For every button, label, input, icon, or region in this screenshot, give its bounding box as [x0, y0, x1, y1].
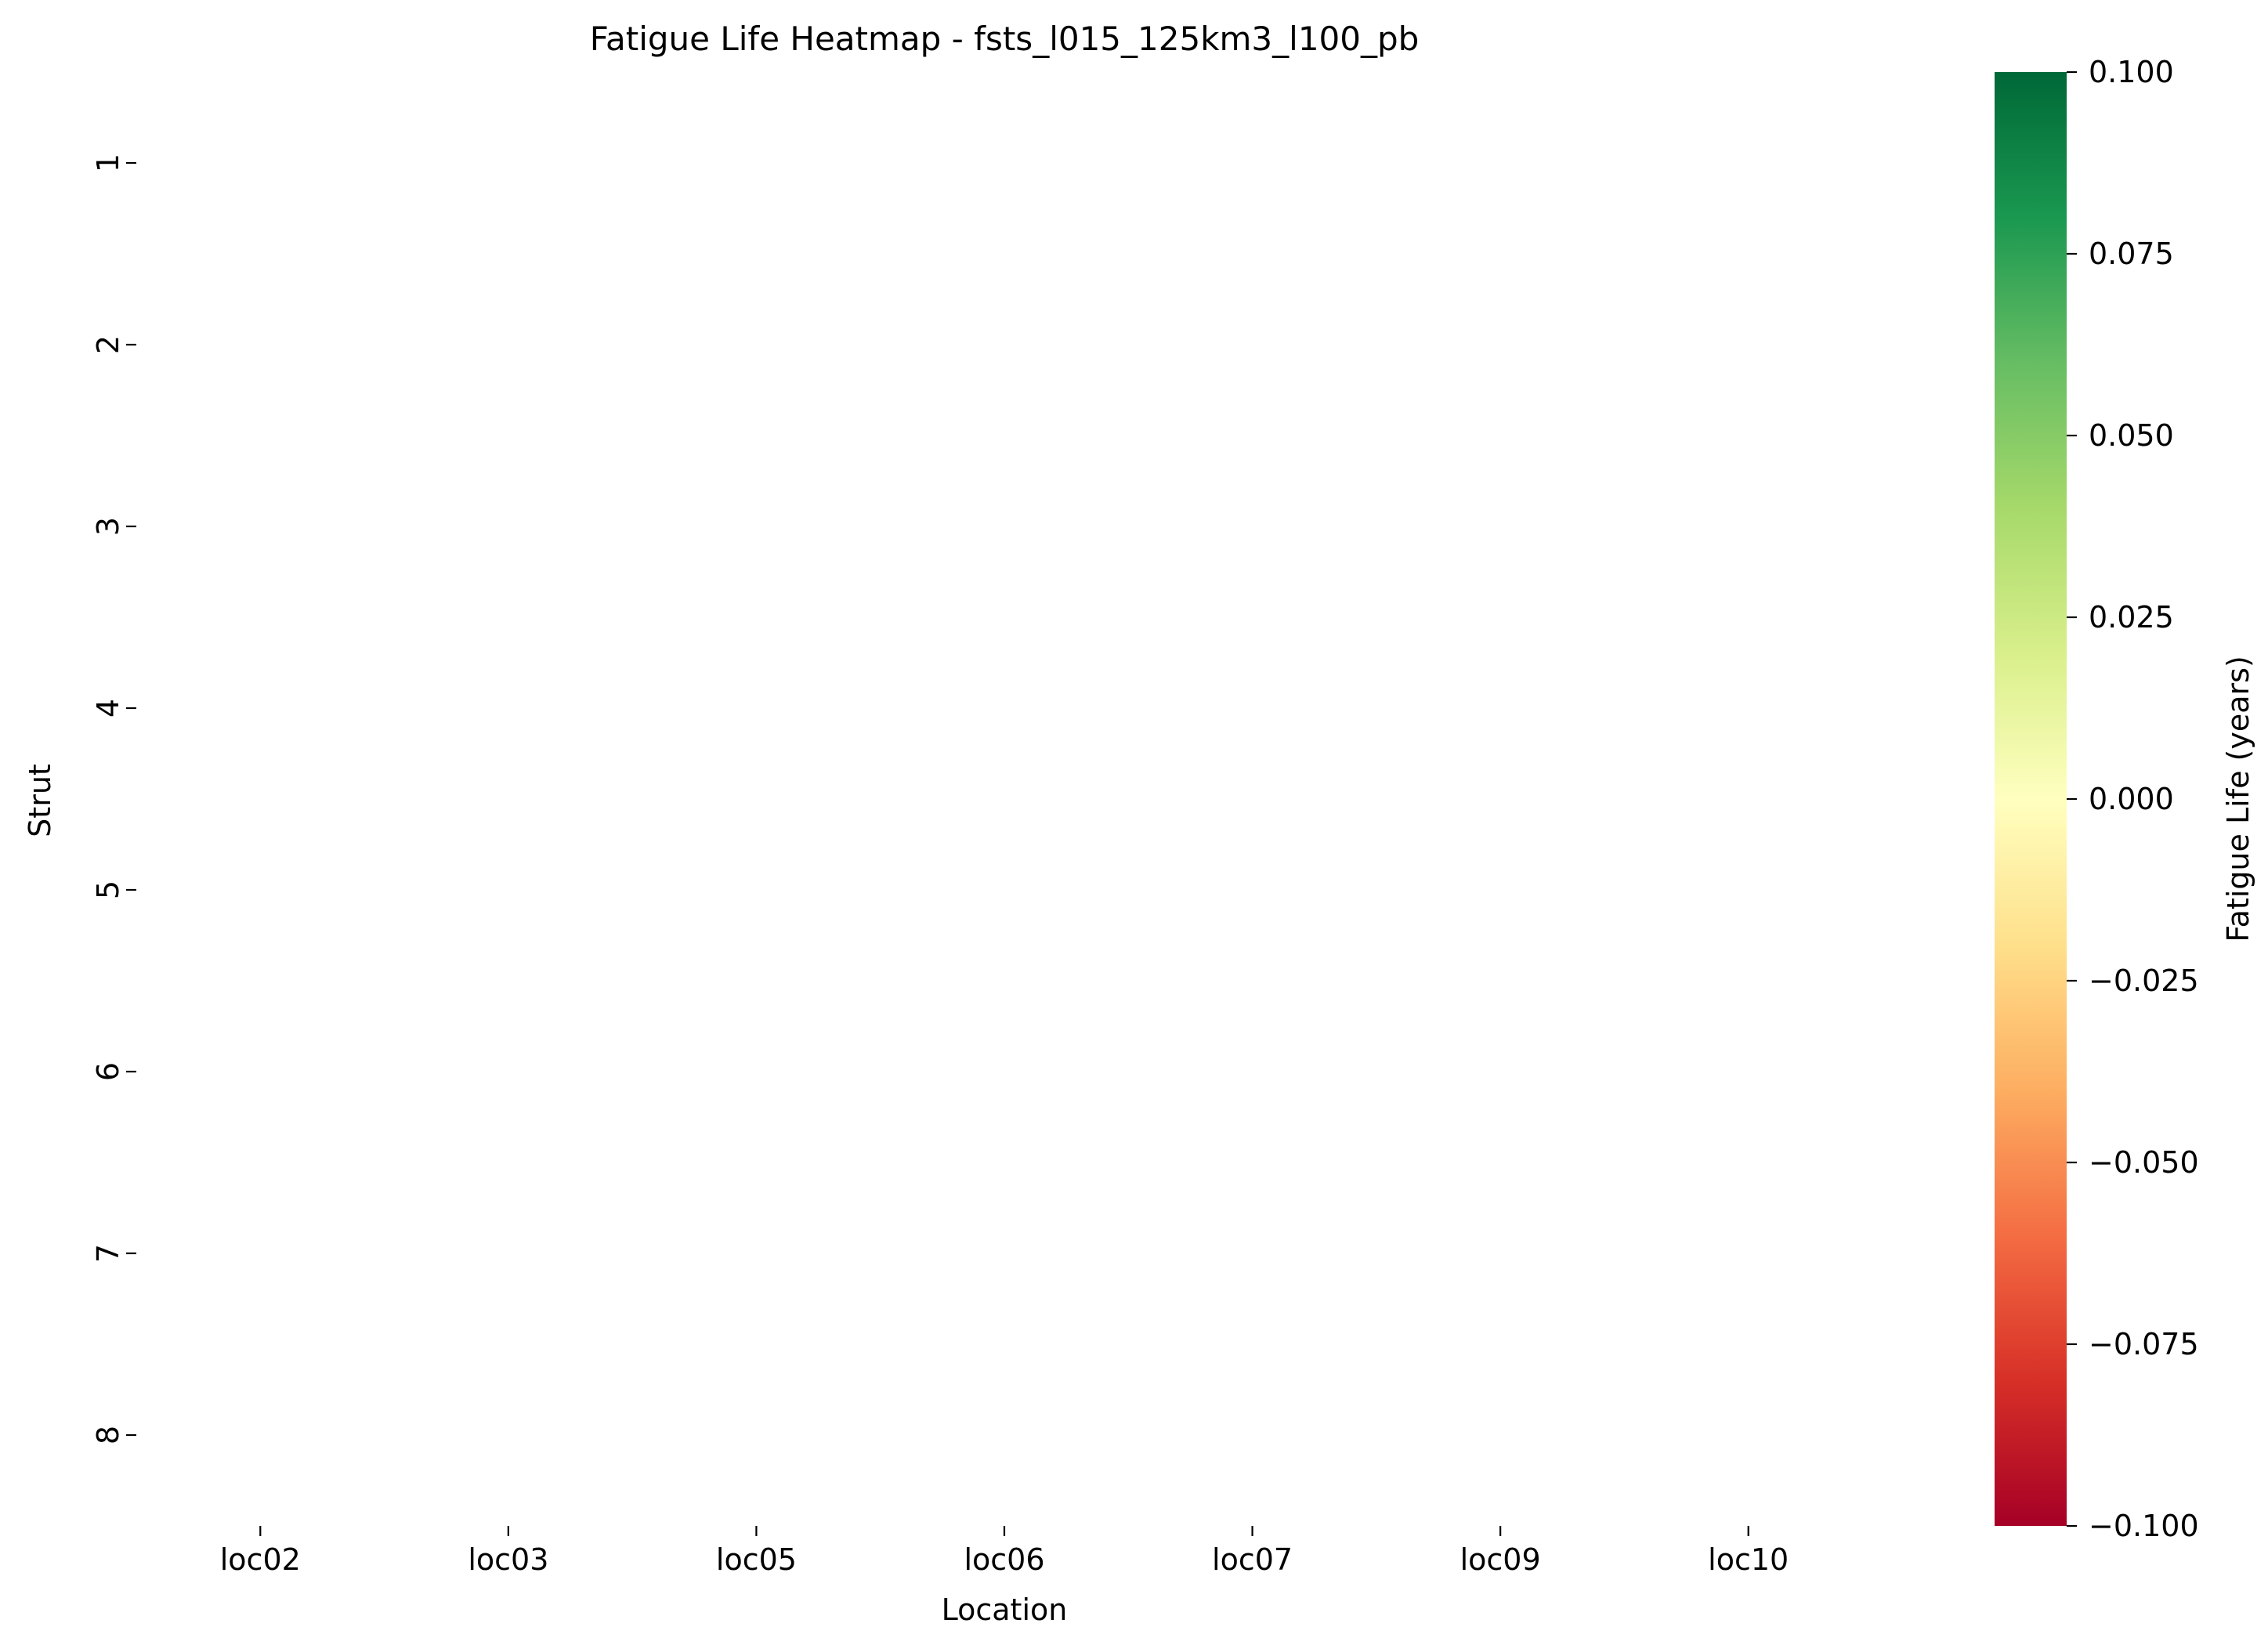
colorbar-tick-label: −0.025	[2089, 964, 2199, 998]
colorbar-label: Fatigue Life (years)	[2221, 656, 2255, 942]
y-tick-label: 4	[91, 699, 125, 718]
y-tick-label: 6	[91, 1062, 125, 1081]
chart-title: Fatigue Life Heatmap - fsts_l015_125km3_…	[590, 20, 1420, 58]
colorbar-ticks: 0.100 0.075 0.050 0.025 0.000 −0.025 −0.050 −0.…	[2067, 55, 2199, 1543]
colorbar-tick-label: −0.075	[2089, 1327, 2199, 1361]
y-axis-label: Strut	[23, 764, 57, 837]
colorbar: 0.100 0.075 0.050 0.025 0.000 −0.025 −0.050 −0.…	[1995, 55, 2255, 1543]
colorbar-tick-label: −0.100	[2089, 1509, 2199, 1543]
colorbar-gradient	[1995, 72, 2067, 1526]
y-tick-label: 5	[91, 880, 125, 899]
y-tick-label: 1	[91, 154, 125, 172]
x-tick-label: loc10	[1708, 1542, 1789, 1577]
x-tick-label: loc03	[468, 1542, 548, 1577]
y-axis: 1 2 3 4 5 6 7 8	[91, 154, 136, 1444]
colorbar-tick-label: 0.000	[2089, 782, 2174, 816]
colorbar-tick-label: 0.075	[2089, 237, 2174, 271]
y-tick-label: 8	[91, 1426, 125, 1444]
y-tick-label: 3	[91, 517, 125, 536]
x-tick-label: loc05	[716, 1542, 797, 1577]
colorbar-tick-label: 0.025	[2089, 600, 2174, 634]
colorbar-tick-label: 0.050	[2089, 418, 2174, 453]
x-axis-label: Location	[942, 1593, 1068, 1627]
y-tick-label: 7	[91, 1244, 125, 1263]
x-axis: loc02 loc03 loc05 loc06 loc07 loc09 loc10	[220, 1526, 1789, 1577]
y-tick-label: 2	[91, 335, 125, 354]
colorbar-tick-label: −0.050	[2089, 1145, 2199, 1180]
x-tick-label: loc09	[1460, 1542, 1541, 1577]
x-tick-label: loc06	[964, 1542, 1044, 1577]
colorbar-tick-label: 0.100	[2089, 55, 2174, 89]
x-tick-label: loc02	[220, 1542, 301, 1577]
x-tick-label: loc07	[1212, 1542, 1293, 1577]
